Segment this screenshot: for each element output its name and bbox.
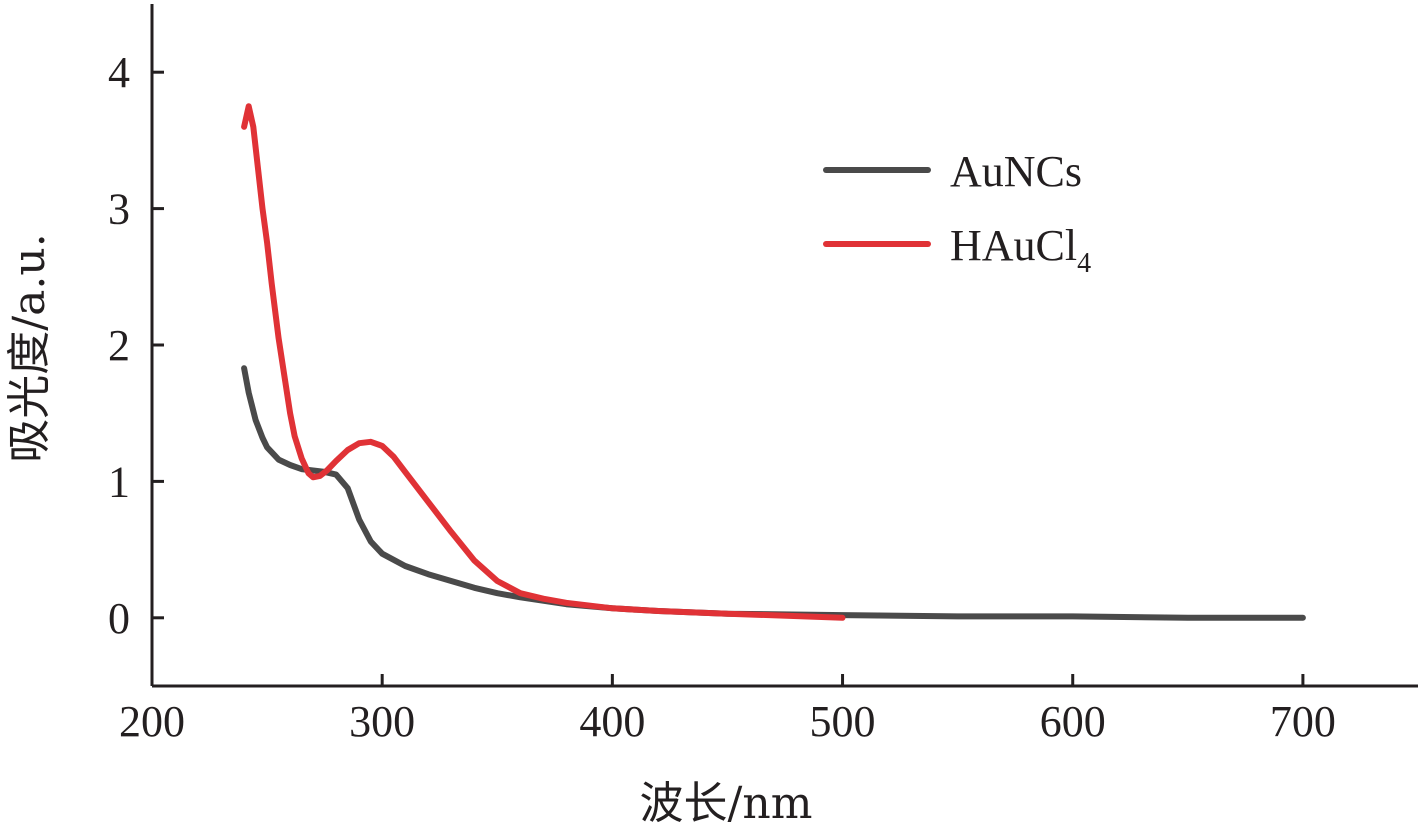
series-layer (241, 103, 1306, 621)
y-tick-label: 2 (108, 321, 130, 370)
series-line-haucl4 (241, 103, 846, 621)
legend-label-main: HAuCl (950, 221, 1077, 270)
legend-label-auncs: AuNCs (950, 147, 1082, 196)
x-axis-title: 波长/nm (640, 778, 813, 828)
axes: 200 300 400 500 600 700 0 1 2 3 4 (108, 4, 1418, 746)
series-line-auncs (241, 365, 1306, 621)
y-tick-label: 4 (108, 48, 130, 97)
legend-label-main: AuNCs (950, 147, 1082, 196)
x-tick-label: 700 (1270, 697, 1336, 746)
legend-label-subscript: 4 (1077, 248, 1091, 279)
y-tick-label: 0 (108, 594, 130, 643)
x-tick-label: 300 (349, 697, 415, 746)
y-axis-title: 吸光度/a.u. (4, 233, 55, 462)
x-tick-label: 500 (810, 697, 876, 746)
legend-label-haucl4: HAuCl4 (950, 221, 1091, 279)
legend: AuNCs HAuCl4 (823, 147, 1091, 279)
x-tick-label: 200 (119, 697, 185, 746)
x-tick-label: 600 (1040, 697, 1106, 746)
y-tick-label: 1 (108, 457, 130, 506)
x-tick-label: 400 (579, 697, 645, 746)
y-tick-label: 3 (108, 185, 130, 234)
